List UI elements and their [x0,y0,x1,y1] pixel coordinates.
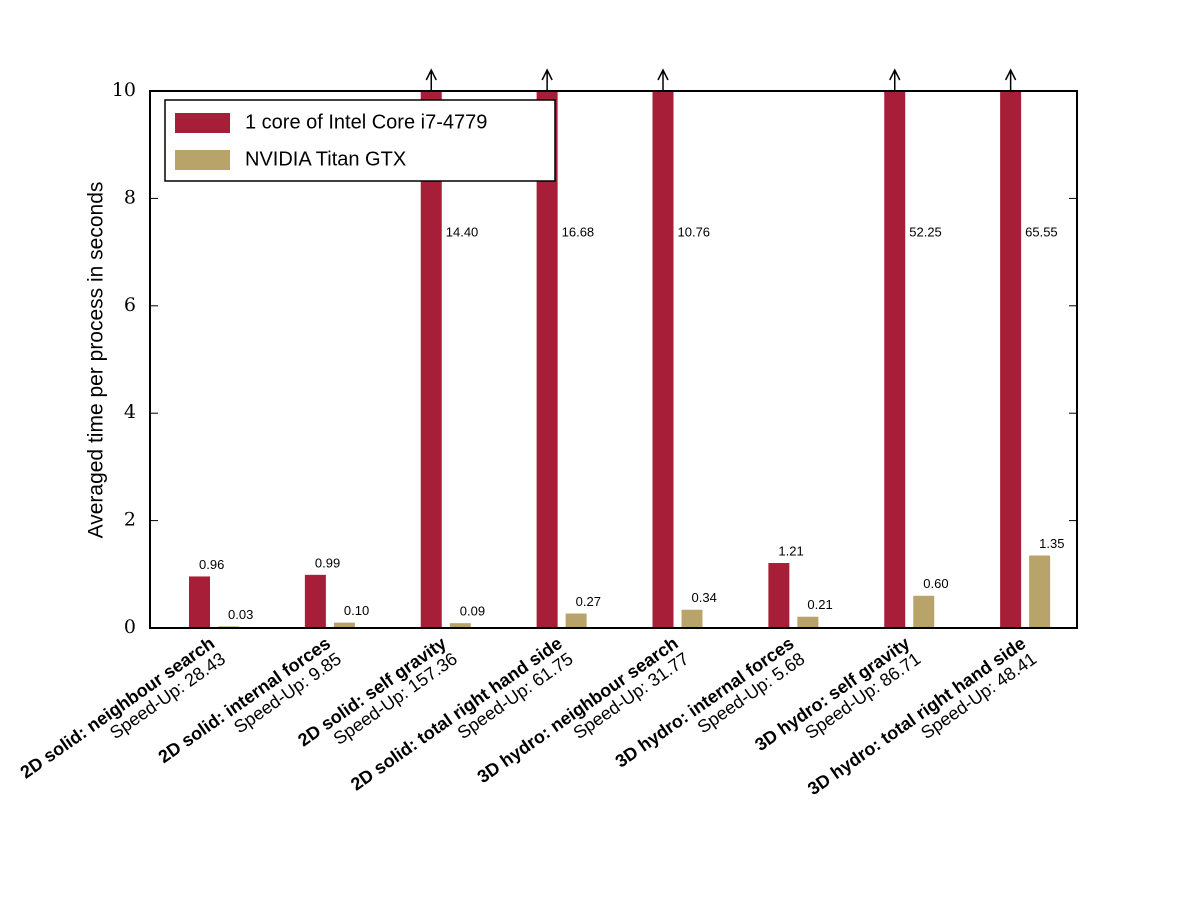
bar [884,91,906,628]
y-tick-label: 8 [124,186,136,208]
bar [797,616,819,628]
clip-arrow [541,68,553,91]
y-tick-label: 0 [124,616,136,638]
bar [913,595,935,628]
y-tick-label: 2 [124,509,136,531]
y-axis-label: Averaged time per process in seconds [85,182,108,539]
value-label: 65.55 [1025,225,1058,240]
legend-label: NVIDIA Titan GTX [245,148,406,170]
clip-arrow [889,68,901,91]
value-label: 0.96 [199,557,224,572]
value-label: 0.10 [344,603,369,618]
bar [1000,91,1022,628]
bar [1029,555,1051,628]
bar [536,91,558,628]
clip-arrow [657,68,669,91]
value-label: 0.27 [576,594,601,609]
clip-arrow [1004,68,1017,91]
legend-label: 1 core of Intel Core i7-4779 [245,111,487,133]
value-label: 16.68 [562,225,595,240]
bar [304,574,326,628]
x-tick-label: 2D solid: neighbour search [16,633,218,782]
value-label: 1.35 [1039,536,1064,551]
value-label: 0.99 [315,555,340,570]
value-label: 1.21 [778,543,803,558]
bar [768,563,790,628]
value-label: 0.03 [228,607,253,622]
bar [652,91,674,628]
value-label: 0.34 [692,590,717,605]
value-label: 52.25 [909,225,942,240]
value-label: 0.21 [807,597,832,612]
bar [449,623,471,628]
plot-area [189,91,1051,628]
axes-frame [149,90,1078,629]
value-label: 0.09 [460,604,485,619]
y-tick-label: 4 [124,401,136,423]
x-tick-label-group: 3D hydro: neighbour searchSpeed-Up: 31.7… [473,633,692,803]
value-label: 10.76 [678,225,711,240]
legend-swatch [175,150,230,170]
clip-arrow [425,68,437,91]
bar [681,609,703,628]
y-tick-label: 10 [112,79,136,101]
y-tick-label: 6 [124,294,136,316]
bar [189,576,210,628]
bar [565,613,587,628]
x-tick-label-group: 2D solid: neighbour searchSpeed-Up: 28.4… [16,633,228,798]
value-label: 14.40 [446,225,479,240]
legend-swatch [175,113,230,133]
value-label: 0.60 [923,576,948,591]
bar [420,91,442,628]
bar [333,622,355,628]
